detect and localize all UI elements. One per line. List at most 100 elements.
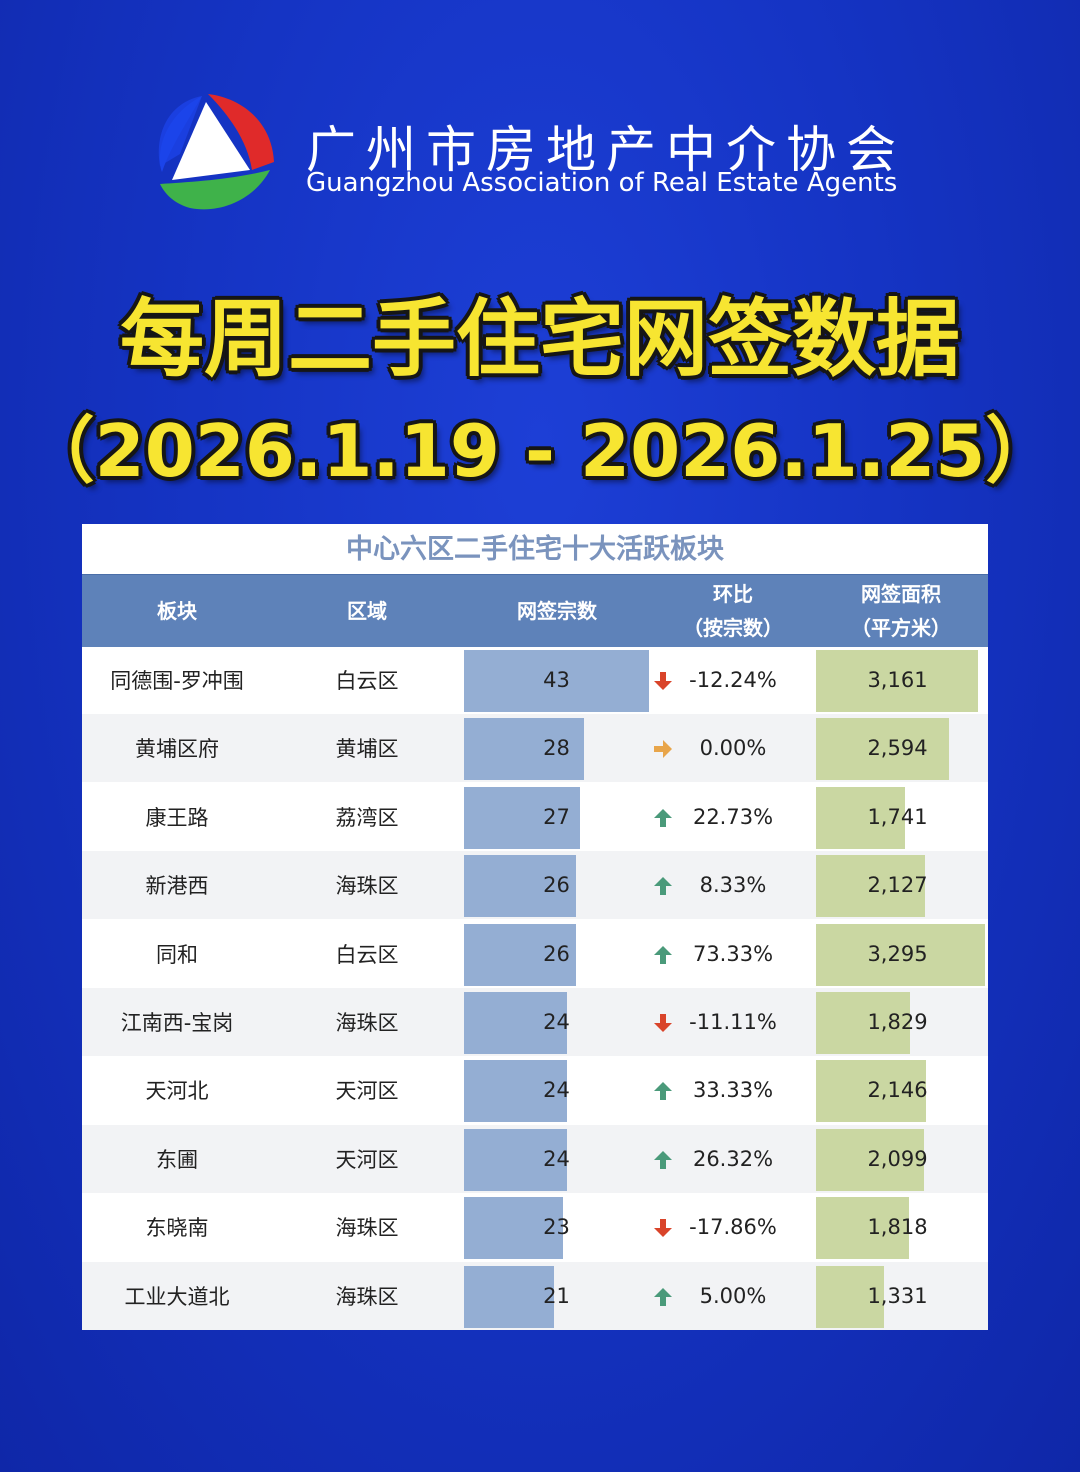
block-name: 天河北: [145, 1079, 209, 1104]
block-name: 东晓南: [145, 1216, 209, 1241]
count-bar: [464, 1265, 555, 1328]
table-row: 天河北 天河区 24 33.33% 2,146: [82, 1056, 988, 1124]
district-name: 天河区: [335, 1147, 399, 1172]
table-row: 东圃 天河区 24 26.32% 2,099: [82, 1124, 988, 1193]
count-bar: [464, 786, 581, 849]
header-area: 网签面积 （平方米）: [816, 575, 986, 647]
table-row: 康王路 荔湾区 27 22.73% 1,741: [82, 783, 988, 851]
org-name-en: Guangzhou Association of Real Estate Age…: [306, 168, 898, 198]
count-bar: [464, 650, 649, 712]
table-row: 新港西 海珠区 26 8.33% 2,127: [82, 851, 988, 920]
arrow-right-icon: [654, 740, 672, 759]
district-name: 白云区: [335, 669, 399, 693]
area-value: 2,127: [867, 873, 928, 898]
header-change-line2: （按宗数）: [683, 616, 783, 640]
change-value: 8.33%: [699, 873, 767, 898]
block-name: 东圃: [156, 1147, 198, 1172]
table-caption: 中心六区二手住宅十大活跃板块: [346, 534, 724, 565]
area-value: 2,146: [867, 1078, 928, 1103]
count-bar: [464, 855, 576, 918]
tri-color-triangle-logo-icon: [158, 94, 274, 210]
header-block: 板块: [82, 575, 272, 647]
block-name: 同和: [156, 942, 198, 967]
arrow-up-icon: [654, 877, 672, 896]
area-bar: [816, 992, 910, 1054]
table-row: 黄埔区府 黄埔区 28 0.00% 2,594: [82, 714, 988, 783]
table-row: 东晓南 海珠区 23 -17.86% 1,818: [82, 1193, 988, 1261]
arrow-down-icon: [654, 1219, 672, 1238]
district-name: 黄埔区: [335, 737, 399, 762]
header-change: 环比 （按宗数）: [648, 575, 818, 647]
count-bar: [464, 923, 576, 986]
area-bar: [816, 786, 906, 849]
count-value: 23: [543, 1215, 570, 1240]
header-block-label: 板块: [157, 599, 197, 623]
count-value: 28: [543, 736, 570, 761]
change-value: 73.33%: [692, 941, 774, 966]
area-bar: [816, 650, 979, 712]
block-name: 工业大道北: [124, 1284, 230, 1309]
area-value: 3,161: [867, 668, 928, 692]
arrow-up-icon: [654, 808, 672, 827]
area-bar: [816, 1197, 910, 1260]
count-value: 21: [543, 1283, 570, 1308]
area-bar: [816, 855, 926, 918]
header-change-line1: 环比: [713, 582, 753, 606]
area-bar: [816, 1265, 885, 1328]
page-title: 每周二手住宅网签数据: [119, 290, 960, 388]
block-name: 黄埔区府: [135, 737, 219, 762]
count-bar: [464, 1060, 568, 1123]
count-value: 24: [543, 1146, 570, 1171]
block-name: 江南西-宝岗: [120, 1011, 234, 1035]
arrow-down-icon: [654, 672, 672, 690]
arrow-up-icon: [654, 1287, 672, 1306]
district-name: 天河区: [335, 1079, 399, 1104]
table-row: 工业大道北 海珠区 21 5.00% 1,331: [82, 1261, 988, 1330]
district-name: 海珠区: [335, 1011, 399, 1035]
area-bar: [816, 718, 950, 781]
area-value: 2,099: [867, 1146, 928, 1171]
change-value: 33.33%: [692, 1078, 774, 1103]
table-row: 同和 白云区 26 73.33% 3,295: [82, 920, 988, 988]
arrow-down-icon: [654, 1014, 672, 1032]
table-row: 同德围-罗冲围 白云区 43 -12.24% 3,161: [82, 646, 988, 714]
change-value: -11.11%: [689, 1010, 777, 1034]
change-value: 5.00%: [699, 1283, 767, 1308]
date-range: （2026.1.19 - 2026.1.25）: [22, 409, 1058, 493]
count-value: 26: [543, 941, 570, 966]
count-value: 43: [543, 668, 570, 692]
area-bar: [816, 1128, 924, 1191]
change-value: -12.24%: [689, 668, 777, 692]
count-bar: [464, 992, 568, 1054]
header-area-line2: （平方米）: [851, 616, 951, 640]
change-value: 26.32%: [692, 1146, 774, 1171]
header-district: 区域: [272, 575, 462, 647]
arrow-up-icon: [654, 945, 672, 964]
header-district-label: 区域: [347, 599, 387, 623]
area-value: 1,818: [867, 1215, 928, 1240]
arrow-up-icon: [654, 1082, 672, 1101]
change-value: 22.73%: [692, 804, 774, 829]
district-name: 海珠区: [335, 1216, 399, 1241]
org-name-cn: 广州市房地产中介协会: [306, 121, 906, 179]
district-name: 海珠区: [335, 1284, 399, 1309]
district-name: 海珠区: [335, 874, 399, 899]
header-count-label: 网签宗数: [517, 599, 597, 623]
count-bar: [464, 1128, 568, 1191]
count-value: 27: [543, 804, 570, 829]
header-area-line1: 网签面积: [861, 582, 941, 606]
table-row: 江南西-宝岗 海珠区 24 -11.11% 1,829: [82, 988, 988, 1056]
table-header: 板块 区域 网签宗数 环比 （按宗数） 网签面积 （平方米）: [82, 574, 988, 647]
area-value: 1,829: [867, 1010, 928, 1034]
district-name: 荔湾区: [335, 805, 399, 830]
block-name: 康王路: [145, 805, 209, 830]
count-value: 26: [543, 873, 570, 898]
change-value: -17.86%: [689, 1215, 777, 1240]
count-bar: [464, 1197, 563, 1260]
district-name: 白云区: [335, 942, 399, 967]
area-value: 3,295: [867, 941, 928, 966]
count-value: 24: [543, 1010, 570, 1034]
header-count: 网签宗数: [462, 575, 652, 647]
count-value: 24: [543, 1078, 570, 1103]
area-value: 1,331: [867, 1283, 928, 1308]
